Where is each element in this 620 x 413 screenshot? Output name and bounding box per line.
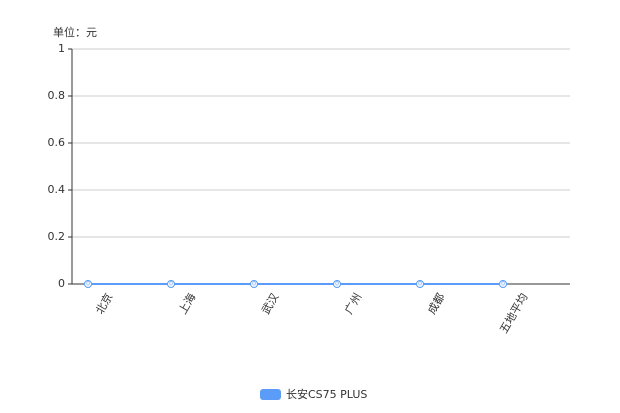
data-label: 0 xyxy=(335,281,339,288)
unit-label: 单位：元 xyxy=(53,25,97,39)
data-label: 0 xyxy=(86,281,90,288)
point xyxy=(499,280,507,288)
x-tick-label: 成都 xyxy=(425,291,447,317)
point xyxy=(167,280,175,288)
y-tick-label: 0.8 xyxy=(48,89,66,102)
point xyxy=(333,280,341,288)
y-tick-label: 1 xyxy=(58,42,65,55)
point xyxy=(84,280,92,288)
data-label: 0 xyxy=(418,281,422,288)
x-tick-label: 北京 xyxy=(92,291,115,317)
point xyxy=(250,280,258,288)
y-tick-label: 0.2 xyxy=(48,230,66,243)
legend-label: 长安CS75 PLUS xyxy=(286,387,367,401)
y-tick-label: 0 xyxy=(58,277,65,290)
x-tick-label: 上海 xyxy=(175,291,198,317)
point xyxy=(416,280,424,288)
data-label: 0 xyxy=(252,281,256,288)
y-tick-label: 0.4 xyxy=(48,183,66,196)
x-tick-label: 广州 xyxy=(342,291,364,317)
y-tick-label: 0.6 xyxy=(48,136,66,149)
legend-swatch xyxy=(260,389,281,400)
x-tick-label: 五地平均 xyxy=(497,291,530,336)
x-tick-label: 武汉 xyxy=(259,291,281,317)
data-label: 0 xyxy=(169,281,173,288)
data-label: 0 xyxy=(501,281,505,288)
